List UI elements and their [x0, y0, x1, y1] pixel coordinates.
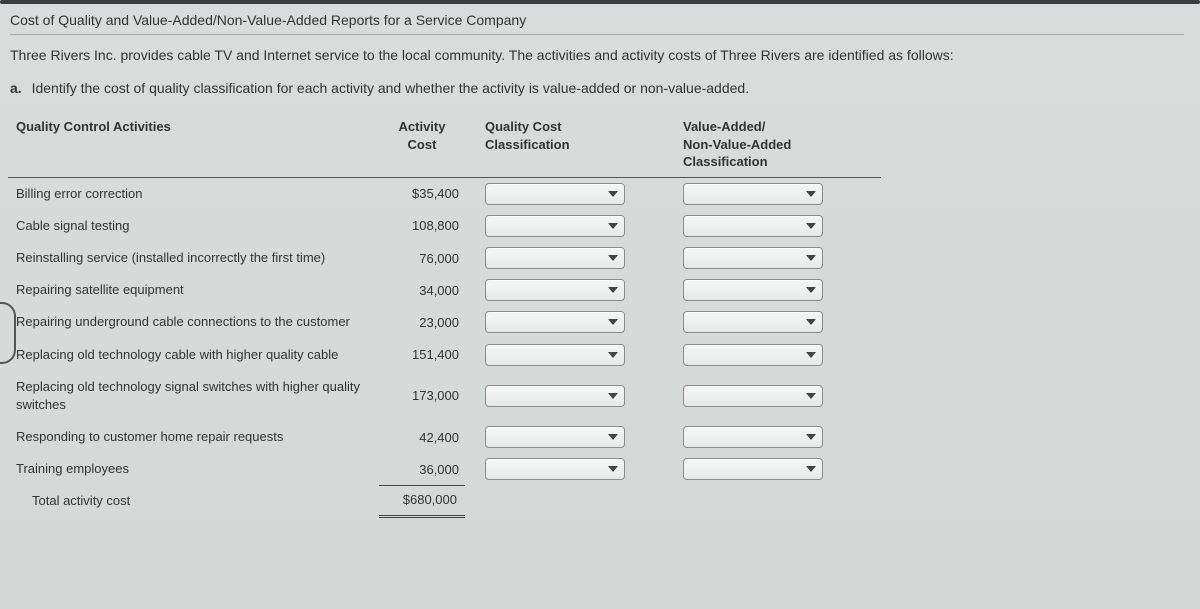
chevron-down-icon [608, 434, 618, 440]
value-added-dropdown[interactable] [683, 385, 823, 407]
chevron-down-icon [806, 434, 816, 440]
activity-cost-cell: 36,000 [379, 453, 465, 485]
chevron-down-icon [806, 255, 816, 261]
chevron-down-icon [806, 223, 816, 229]
value-added-dropdown[interactable] [683, 215, 823, 237]
activity-cost-cell: $35,400 [379, 177, 465, 210]
activity-cost-cell: 151,400 [379, 339, 465, 371]
value-added-cell [663, 274, 881, 306]
activity-cost-cell: 34,000 [379, 274, 465, 306]
total-cost-cell: $680,000 [379, 486, 465, 517]
value-added-dropdown[interactable] [683, 279, 823, 301]
intro-paragraph: Three Rivers Inc. provides cable TV and … [10, 45, 1184, 66]
activity-cost-cell: 173,000 [379, 371, 465, 421]
total-row: Total activity cost$680,000 [8, 486, 881, 517]
activity-cost-cell: 76,000 [379, 242, 465, 274]
value-added-cell [663, 371, 881, 421]
quality-cost-dropdown[interactable] [485, 279, 625, 301]
chevron-down-icon [806, 352, 816, 358]
table-row: Repairing underground cable connections … [8, 306, 881, 338]
quality-cost-cell [465, 371, 663, 421]
table-row: Replacing old technology signal switches… [8, 371, 881, 421]
value-added-dropdown[interactable] [683, 247, 823, 269]
activity-cell: Billing error correction [8, 177, 379, 210]
table-row: Replacing old technology cable with high… [8, 339, 881, 371]
col-header-quality-cost-class: Quality Cost Classification [465, 114, 663, 177]
table-row: Repairing satellite equipment34,000 [8, 274, 881, 306]
chevron-down-icon [608, 191, 618, 197]
value-added-dropdown[interactable] [683, 344, 823, 366]
list-marker: a. [10, 80, 22, 96]
value-added-cell [663, 339, 881, 371]
activity-cell: Repairing underground cable connections … [8, 306, 379, 338]
table-row: Responding to customer home repair reque… [8, 421, 881, 453]
quality-cost-dropdown[interactable] [485, 215, 625, 237]
quality-cost-dropdown[interactable] [485, 247, 625, 269]
table-row: Reinstalling service (installed incorrec… [8, 242, 881, 274]
activity-cell: Replacing old technology signal switches… [8, 371, 379, 421]
value-added-dropdown[interactable] [683, 311, 823, 333]
quality-cost-dropdown[interactable] [485, 311, 625, 333]
chevron-down-icon [806, 287, 816, 293]
activity-cost-cell: 42,400 [379, 421, 465, 453]
quality-cost-dropdown[interactable] [485, 183, 625, 205]
prompt-text: Identify the cost of quality classificat… [32, 80, 750, 96]
value-added-dropdown[interactable] [683, 183, 823, 205]
activity-cell: Replacing old technology cable with high… [8, 339, 379, 371]
activity-cell: Cable signal testing [8, 210, 379, 242]
col-header-activities: Quality Control Activities [8, 114, 379, 177]
chevron-down-icon [806, 319, 816, 325]
value-added-cell [663, 242, 881, 274]
quality-cost-dropdown[interactable] [485, 385, 625, 407]
col-header-activity-cost: Activity Cost [379, 114, 465, 177]
col-header-value-added-class: Value-Added/ Non-Value-Added Classificat… [663, 114, 881, 177]
value-added-cell [663, 177, 881, 210]
quality-cost-cell [465, 421, 663, 453]
activity-cell: Training employees [8, 453, 379, 485]
value-added-dropdown[interactable] [683, 426, 823, 448]
quality-cost-cell [465, 242, 663, 274]
quality-cost-cell [465, 339, 663, 371]
chevron-down-icon [608, 223, 618, 229]
quality-cost-cell [465, 210, 663, 242]
quality-cost-cell [465, 453, 663, 485]
chevron-down-icon [806, 191, 816, 197]
activity-cost-cell: 23,000 [379, 306, 465, 338]
value-added-cell [663, 421, 881, 453]
chevron-down-icon [608, 287, 618, 293]
page-title: Cost of Quality and Value-Added/Non-Valu… [10, 12, 1184, 35]
activity-cost-cell: 108,800 [379, 210, 465, 242]
activity-cell: Repairing satellite equipment [8, 274, 379, 306]
quality-cost-cell [465, 177, 663, 210]
quality-cost-dropdown[interactable] [485, 458, 625, 480]
chevron-down-icon [608, 255, 618, 261]
quality-cost-cell [465, 306, 663, 338]
quality-cost-cell [465, 274, 663, 306]
chevron-down-icon [806, 466, 816, 472]
table-row: Cable signal testing108,800 [8, 210, 881, 242]
question-prompt: a. Identify the cost of quality classifi… [10, 80, 1184, 96]
chevron-down-icon [608, 352, 618, 358]
value-added-cell [663, 453, 881, 485]
page: Cost of Quality and Value-Added/Non-Valu… [0, 0, 1200, 609]
activities-table: Quality Control Activities Activity Cost… [8, 114, 881, 518]
value-added-dropdown[interactable] [683, 458, 823, 480]
activity-cell: Reinstalling service (installed incorrec… [8, 242, 379, 274]
total-label-cell: Total activity cost [8, 486, 379, 517]
chevron-down-icon [608, 393, 618, 399]
chevron-down-icon [608, 466, 618, 472]
activity-cell: Responding to customer home repair reque… [8, 421, 379, 453]
value-added-cell [663, 210, 881, 242]
quality-cost-dropdown[interactable] [485, 426, 625, 448]
side-tab-indicator [0, 302, 16, 364]
quality-cost-dropdown[interactable] [485, 344, 625, 366]
chevron-down-icon [608, 319, 618, 325]
value-added-cell [663, 306, 881, 338]
chevron-down-icon [806, 393, 816, 399]
table-row: Billing error correction$35,400 [8, 177, 881, 210]
table-row: Training employees36,000 [8, 453, 881, 485]
table-header-row: Quality Control Activities Activity Cost… [8, 114, 881, 177]
